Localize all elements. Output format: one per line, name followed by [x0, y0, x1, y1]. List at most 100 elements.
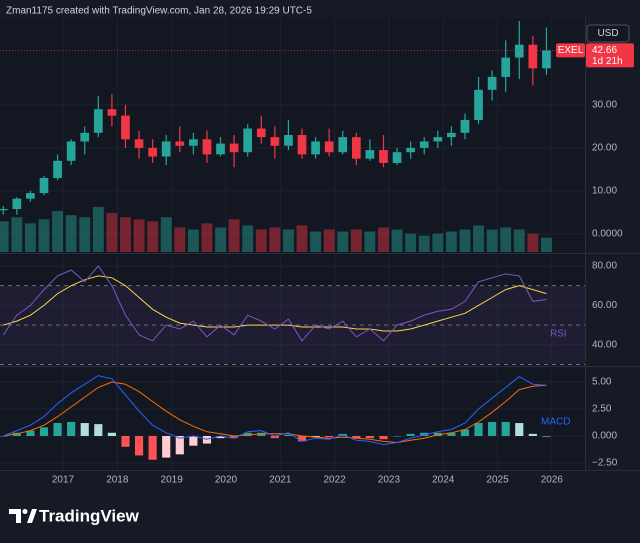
candle-body: [202, 139, 212, 155]
candle-body: [487, 76, 497, 90]
volume-bar: [310, 231, 322, 252]
x-tick-label: 2023: [378, 475, 401, 486]
candle-body: [365, 150, 375, 159]
volume-bar: [52, 211, 64, 252]
histogram-bar: [67, 421, 76, 436]
histogram-bar: [121, 436, 130, 447]
candle-body: [433, 137, 443, 142]
symbol-tag: [556, 43, 585, 58]
volume-bar: [269, 227, 281, 252]
histogram-bar: [216, 436, 225, 439]
histogram-bar: [311, 436, 320, 438]
candle-body: [324, 141, 334, 153]
histogram-bar: [420, 432, 429, 436]
volume-bar: [432, 233, 444, 252]
currency-box[interactable]: [586, 24, 630, 43]
histogram-bar: [379, 436, 388, 440]
series-line: [3, 381, 547, 444]
volume-bar: [405, 233, 417, 252]
histogram-bar: [94, 424, 103, 436]
last-price: 42.66: [592, 45, 617, 56]
x-tick-label: 2021: [269, 475, 292, 486]
volume-bar: [11, 217, 23, 252]
histogram-bar: [488, 421, 497, 436]
y-tick-label: −2.50: [592, 458, 618, 469]
histogram-bar: [284, 434, 293, 436]
volume-bar: [296, 225, 308, 252]
candle-body: [216, 143, 225, 155]
candle-body: [53, 160, 62, 179]
histogram-bar: [297, 436, 307, 442]
volume-bar: [106, 213, 118, 252]
histogram-bar: [189, 436, 198, 446]
histogram-bar: [542, 436, 551, 437]
y-tick-label: 30.00: [592, 100, 617, 111]
y-tick-label: 2.50: [592, 404, 612, 415]
histogram-bar: [460, 429, 470, 436]
y-tick-label: 0.000: [592, 431, 617, 442]
histogram-bar: [352, 436, 361, 439]
candle-body: [460, 119, 470, 133]
series-line: [3, 375, 547, 446]
volume-bar: [445, 231, 457, 252]
volume-bar: [378, 227, 389, 252]
volume-bar: [255, 229, 267, 252]
y-tick-label: 10.00: [592, 186, 617, 197]
histogram-bar: [515, 423, 524, 436]
histogram-bar: [433, 432, 442, 436]
candle-body: [93, 109, 103, 133]
histogram-bar: [53, 423, 62, 436]
logo-icon: [27, 509, 37, 523]
histogram-bar: [148, 436, 157, 460]
series-line: [3, 275, 547, 332]
logo-icon: [9, 509, 21, 523]
candle-body: [39, 178, 49, 194]
candle-body: [311, 141, 320, 155]
histogram-bar: [230, 436, 239, 439]
header: Zman1175 created with TradingView.com, J…: [6, 6, 312, 17]
volume-bar: [228, 219, 240, 252]
candle-body: [514, 44, 524, 58]
histogram-bar: [107, 432, 116, 436]
candle-body: [189, 139, 198, 146]
candle-body: [175, 141, 185, 146]
volume-bar: [92, 207, 104, 252]
histogram-bar: [162, 436, 171, 458]
volume-bar: [541, 237, 552, 252]
volume-bar: [486, 229, 498, 252]
histogram-bar: [257, 432, 266, 436]
volume-bar: [350, 229, 362, 252]
x-tick-label: 2017: [52, 475, 75, 486]
volume-bar: [323, 229, 335, 252]
candle-body: [419, 141, 429, 148]
candle-body: [270, 137, 280, 146]
histogram-bar: [80, 423, 89, 436]
x-tick-label: 2025: [486, 475, 509, 486]
histogram-bar: [528, 433, 537, 436]
candle-body: [26, 193, 35, 199]
y-tick-label: 0.0000: [592, 229, 623, 240]
histogram-bar: [392, 436, 402, 437]
candle-body: [12, 198, 22, 209]
y-tick-label: 5.00: [592, 377, 612, 388]
candle-body: [379, 150, 388, 163]
volume-bar: [418, 235, 430, 252]
candle-body: [542, 50, 551, 69]
histogram-bar: [243, 432, 252, 436]
volume-bar: [133, 219, 145, 252]
candle-body: [161, 141, 171, 157]
histogram-bar: [175, 436, 184, 455]
logo: TradingView: [9, 506, 140, 525]
volume-bar: [459, 229, 471, 252]
volume-bar: [473, 225, 484, 252]
candle-body: [66, 141, 76, 161]
y-tick-label: 40.00: [592, 339, 617, 350]
volume-bar: [513, 229, 525, 252]
candle-body: [80, 132, 90, 142]
plot-area: [0, 18, 585, 470]
histogram-bar: [202, 436, 212, 444]
candle-body: [351, 137, 361, 159]
candle-body: [406, 147, 415, 153]
currency: USD: [597, 28, 618, 39]
